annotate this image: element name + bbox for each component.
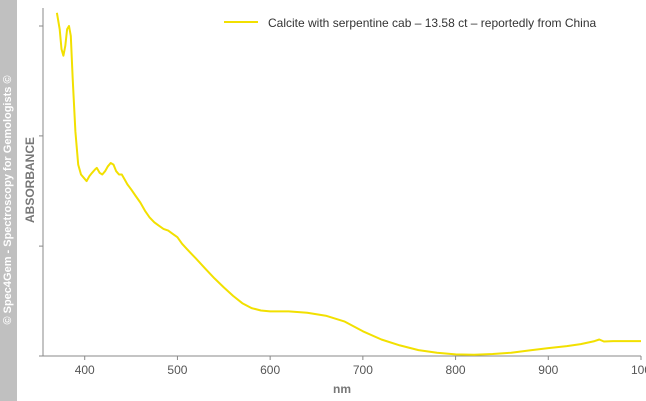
x-tick-label: 700 bbox=[353, 363, 373, 377]
x-tick-label: 900 bbox=[538, 363, 558, 377]
x-tick-label: 400 bbox=[75, 363, 95, 377]
copyright-sidebar: © Spec4Gem - Spectroscopy for Gemologist… bbox=[0, 0, 17, 401]
y-axis-ticks bbox=[39, 25, 43, 357]
series-group bbox=[55, 12, 641, 356]
chart-axes bbox=[42, 8, 641, 357]
series-line-0 bbox=[55, 12, 641, 356]
x-tick-label: 800 bbox=[446, 363, 466, 377]
x-tick-label: 600 bbox=[260, 363, 280, 377]
legend: Calcite with serpentine cab – 13.58 ct –… bbox=[224, 16, 596, 30]
y-axis-label: ABSORBANCE bbox=[23, 137, 37, 223]
x-axis-ticks: 400 500 600 700 800 900 100 bbox=[75, 356, 646, 377]
x-tick-label: 500 bbox=[167, 363, 187, 377]
x-axis-label: nm bbox=[333, 382, 351, 396]
legend-label: Calcite with serpentine cab – 13.58 ct –… bbox=[268, 16, 596, 30]
x-tick-label: 100 bbox=[631, 363, 646, 377]
